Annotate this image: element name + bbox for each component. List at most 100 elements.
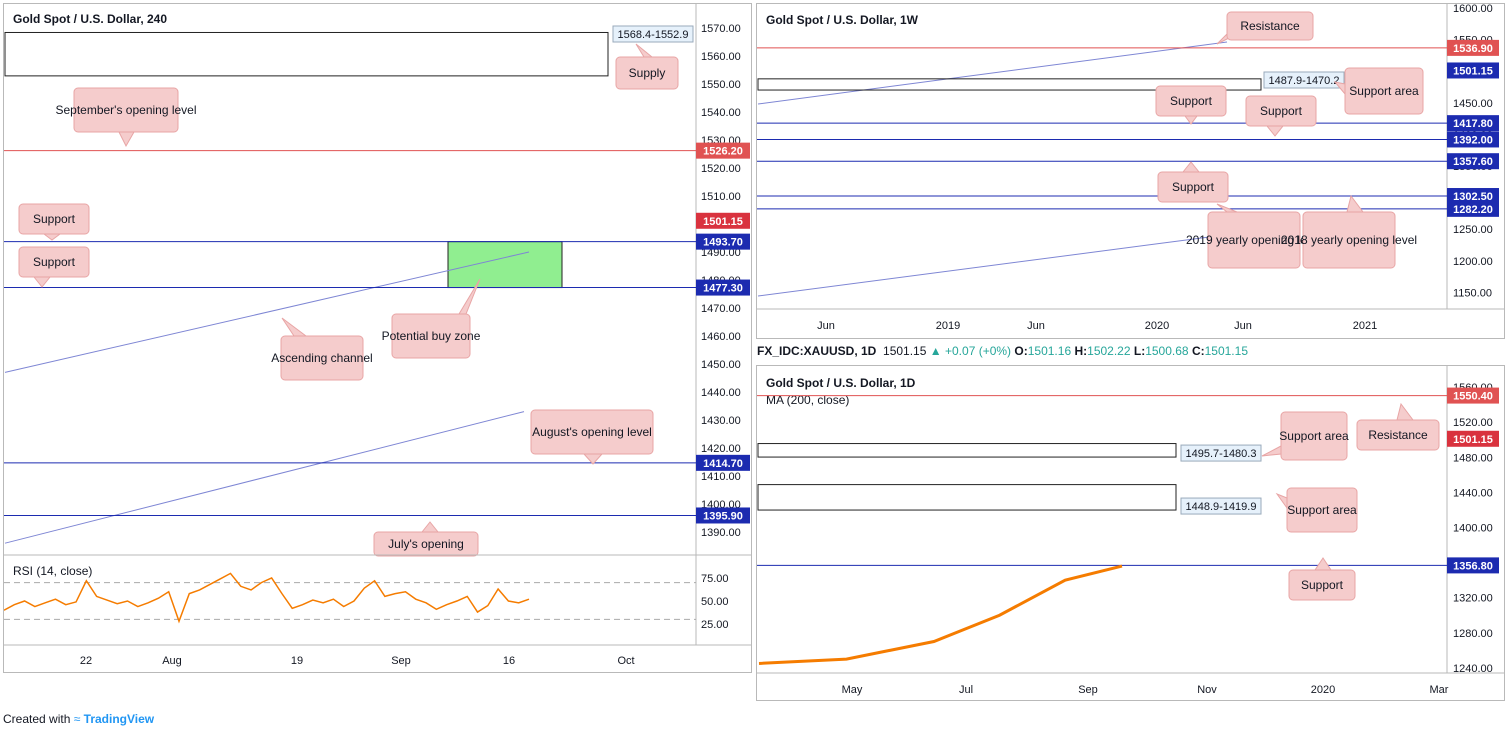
y-tick-label: 1460.00 <box>701 331 741 343</box>
callout-july-open: July's opening <box>373 521 479 557</box>
zone-tag-bg-0 <box>1180 444 1262 462</box>
level-tag-1414.70-bg <box>696 454 750 471</box>
callout-august-open-box <box>530 409 654 455</box>
callout-support-1: Support <box>18 203 90 241</box>
ascending-channel-upper <box>4 251 530 373</box>
level-tag-1493.70: 1493.70 <box>703 237 743 249</box>
x-tick-label: 16 <box>503 655 515 667</box>
x-tick-label: 19 <box>291 655 303 667</box>
chart-canvas-1w[interactable]: 1600.001550.001500.001450.001400.001350.… <box>757 4 1504 338</box>
level-tag-1536.90: 1536.90 <box>1453 43 1493 55</box>
footer-prefix: Created with <box>3 712 71 726</box>
level-tag-1395.90: 1395.90 <box>703 510 743 522</box>
callout-supply-box <box>615 56 679 90</box>
callout-july-open-box <box>373 531 479 557</box>
low-value: 1500.68 <box>1145 344 1189 358</box>
last-price: 1501.15 <box>883 344 927 358</box>
y-tick-label: 1150.00 <box>1453 287 1492 299</box>
callout-support-text: Support <box>1301 578 1344 592</box>
current-price-tag: 1501.15 <box>703 216 743 228</box>
channel-upper <box>757 41 1228 105</box>
callout-support-area-2-pointer <box>1275 492 1288 510</box>
symbol-info-bar: FX_IDC:XAUUSD, 1D 1501.15 ▲ +0.07 (+0%) … <box>757 344 1248 358</box>
current-price-tag-bg <box>696 212 750 229</box>
y-tick-label: 1390.00 <box>701 527 741 539</box>
chart-title-1d: Gold Spot / U.S. Dollar, 1D <box>766 376 916 390</box>
callout-support-2-text: Support <box>33 255 76 269</box>
level-tag-1414.70: 1414.70 <box>703 458 743 470</box>
level-tag-1477.30-bg <box>696 279 750 296</box>
x-tick-label: 22 <box>80 655 92 667</box>
low-label: L: <box>1133 344 1146 358</box>
callout-ascending-channel-pointer <box>281 317 308 337</box>
callout-support-area: Support area <box>1333 67 1424 115</box>
callout-support-2: Support <box>18 246 90 288</box>
x-tick-label: 2021 <box>1353 320 1377 332</box>
y-tick-label: 1200.00 <box>1453 256 1493 268</box>
callout-2018-opening-text: 2018 yearly opening level <box>1281 233 1417 247</box>
level-tag-1302.50-bg <box>1447 188 1499 205</box>
callout-resistance-text: Resistance <box>1240 19 1300 33</box>
chart-canvas-1d[interactable]: 1560.001520.001480.001440.001400.001360.… <box>757 366 1504 700</box>
x-tick-label: Nov <box>1197 684 1217 696</box>
current-price-tag-bg <box>1447 62 1499 79</box>
callout-july-open-text: July's opening <box>388 537 464 551</box>
callout-ascending-channel: Ascending channel <box>271 317 373 381</box>
chart-title-4h: Gold Spot / U.S. Dollar, 240 <box>13 12 168 26</box>
callout-september-open-text: September's opening level <box>55 103 196 117</box>
level-tag-1392.00: 1392.00 <box>1453 134 1493 146</box>
callout-resistance-box <box>1226 11 1314 41</box>
callout-resistance-pointer <box>1396 402 1414 421</box>
supply-zone-tag-bg <box>612 25 694 43</box>
current-price-tag: 1501.15 <box>1453 65 1493 77</box>
chart-canvas-4h[interactable]: 1570.001560.001550.001540.001530.001520.… <box>4 4 751 672</box>
y-tick-label: 1540.00 <box>701 107 741 119</box>
tradingview-link[interactable]: TradingView <box>83 712 155 726</box>
rsi-tick-label: 75.00 <box>701 573 729 585</box>
callout-support-area-2: Support area <box>1275 487 1358 533</box>
y-tick-label: 1550.00 <box>701 79 741 91</box>
callout-buy-zone: Potential buy zone <box>382 278 481 359</box>
callout-resistance: Resistance <box>1216 11 1314 45</box>
rsi-line <box>4 572 530 624</box>
y-tick-label: 1570.00 <box>701 23 741 35</box>
support-area-tag: 1487.9-1470.2 <box>1269 75 1340 87</box>
y-tick-label: 1490.00 <box>701 247 741 259</box>
x-tick-label: Jun <box>817 320 835 332</box>
y-tick-label: 1470.00 <box>701 303 741 315</box>
close-value: 1501.15 <box>1204 344 1248 358</box>
callout-supply: Supply <box>615 43 679 90</box>
callout-support-b: Support <box>1245 95 1317 137</box>
open-value: 1501.16 <box>1027 344 1072 358</box>
level-tag-1536.90-bg <box>1447 39 1499 56</box>
callout-support-a-box <box>1155 85 1227 117</box>
callout-support-area-1-text: Support area <box>1279 429 1349 443</box>
supply-zone-tag: 1568.4-1552.9 <box>618 29 689 41</box>
chart-panel-1w[interactable]: Gold Spot / U.S. Dollar, 1W 1600.001550.… <box>756 3 1505 339</box>
chart-panel-4h[interactable]: Gold Spot / U.S. Dollar, 240 1570.00 1560… <box>3 3 752 673</box>
current-price-tag: 1501.15 <box>1453 434 1493 446</box>
level-tag-1392.00-bg <box>1447 131 1499 148</box>
y-tick-label: 1520.00 <box>701 163 741 175</box>
x-tick-label: Oct <box>617 655 634 667</box>
callout-support-area-box <box>1344 67 1424 115</box>
chart-panel-1d[interactable]: Gold Spot / U.S. Dollar, 1D MA (200, clo… <box>756 365 1505 701</box>
callout-2018-opening: 2018 yearly opening level <box>1281 194 1417 269</box>
callout-ascending-channel-box <box>280 335 364 381</box>
callout-support-a-text: Support <box>1170 94 1213 108</box>
level-tag-1395.90-bg <box>696 507 750 524</box>
chart-title-1w: Gold Spot / U.S. Dollar, 1W <box>766 13 919 27</box>
x-tick-label: Jun <box>1027 320 1045 332</box>
y-tick-label: 1450.00 <box>1453 98 1493 110</box>
callout-support-area-2-text: Support area <box>1287 503 1357 517</box>
support-area-tag-bg <box>1263 71 1345 89</box>
callout-support-1-text: Support <box>33 212 76 226</box>
y-tick-label: 1510.00 <box>701 191 741 203</box>
level-tag-1282.20: 1282.20 <box>1453 204 1493 216</box>
callout-support-area-text: Support area <box>1349 84 1419 98</box>
callout-august-open-text: August's opening level <box>532 425 652 439</box>
callout-support-2-pointer <box>32 276 52 288</box>
callout-july-open-pointer <box>420 521 440 533</box>
callout-support-c-box <box>1157 171 1229 203</box>
ma-200-line <box>758 564 1123 665</box>
